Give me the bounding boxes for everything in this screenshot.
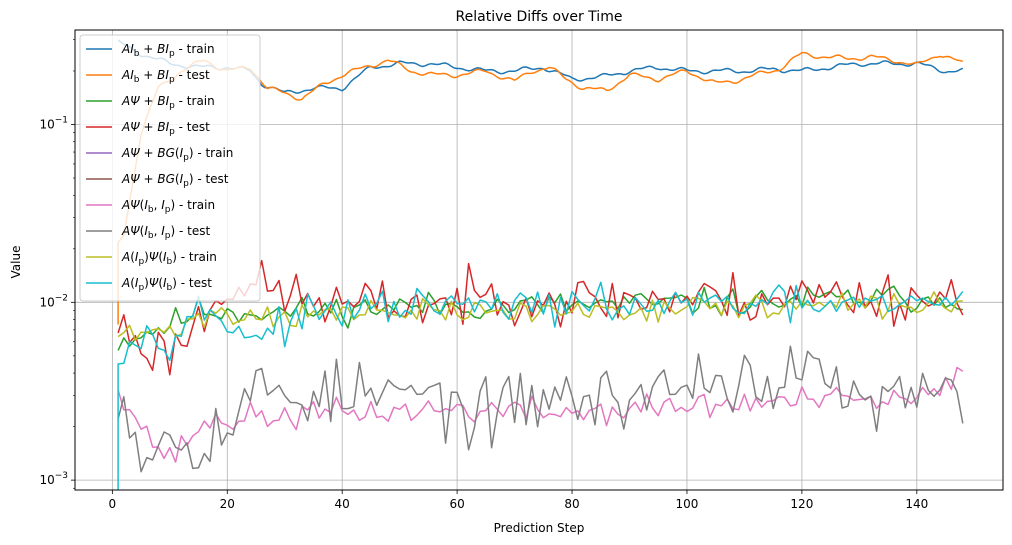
legend: AIb + BIp - train AIb + BIp - test AΨ + BI…: [79, 34, 261, 302]
x-axis-ticks: 0 20 40 60 80 100 120 140: [109, 490, 928, 511]
y-tick-label: 10−3: [39, 471, 68, 487]
plot-area: [117, 39, 964, 490]
x-tick-label: 140: [905, 497, 928, 511]
x-tick-label: 120: [790, 497, 813, 511]
x-tick-label: 60: [449, 497, 464, 511]
series-line-7: [117, 345, 964, 473]
legend-entry-label: AΨ + BIp - test: [121, 120, 210, 137]
legend-entry-label: AIb + BIp - test: [121, 68, 210, 85]
x-tick-label: 80: [564, 497, 579, 511]
legend-entry-label: AΨ(Ib, Ip) - train: [121, 198, 215, 215]
y-axis-label: Value: [9, 246, 23, 279]
x-axis-label: Prediction Step: [494, 521, 585, 535]
legend-entry-label: AΨ + BG(Ip) - train: [121, 146, 233, 163]
series-line-6: [117, 366, 964, 463]
y-tick-label: 10−1: [39, 116, 68, 132]
x-tick-label: 20: [220, 497, 235, 511]
legend-box: [79, 34, 261, 302]
legend-entry-label: AIb + BIp - train: [121, 42, 215, 59]
legend-entry-label: A(Ip)Ψ(Ib) - test: [121, 276, 212, 293]
x-tick-label: 0: [109, 497, 117, 511]
legend-entry-label: AΨ(Ib, Ip) - test: [121, 224, 210, 241]
legend-entry-label: A(Ip)Ψ(Ib) - train: [121, 250, 217, 267]
x-tick-label: 100: [676, 497, 699, 511]
series-line-8: [117, 291, 963, 341]
x-tick-label: 40: [335, 497, 350, 511]
legend-entry-label: AΨ + BIp - train: [121, 94, 215, 111]
legend-entry-label: AΨ + BG(Ip) - test: [121, 172, 229, 189]
y-tick-label: 10−2: [39, 293, 68, 309]
series-lines: [117, 39, 964, 490]
y-axis-ticks: 10−3 10−2 10−1: [39, 39, 75, 489]
chart-title: Relative Diffs over Time: [456, 9, 623, 25]
series-line-9: [117, 281, 964, 490]
axes-frame: [74, 29, 1004, 491]
